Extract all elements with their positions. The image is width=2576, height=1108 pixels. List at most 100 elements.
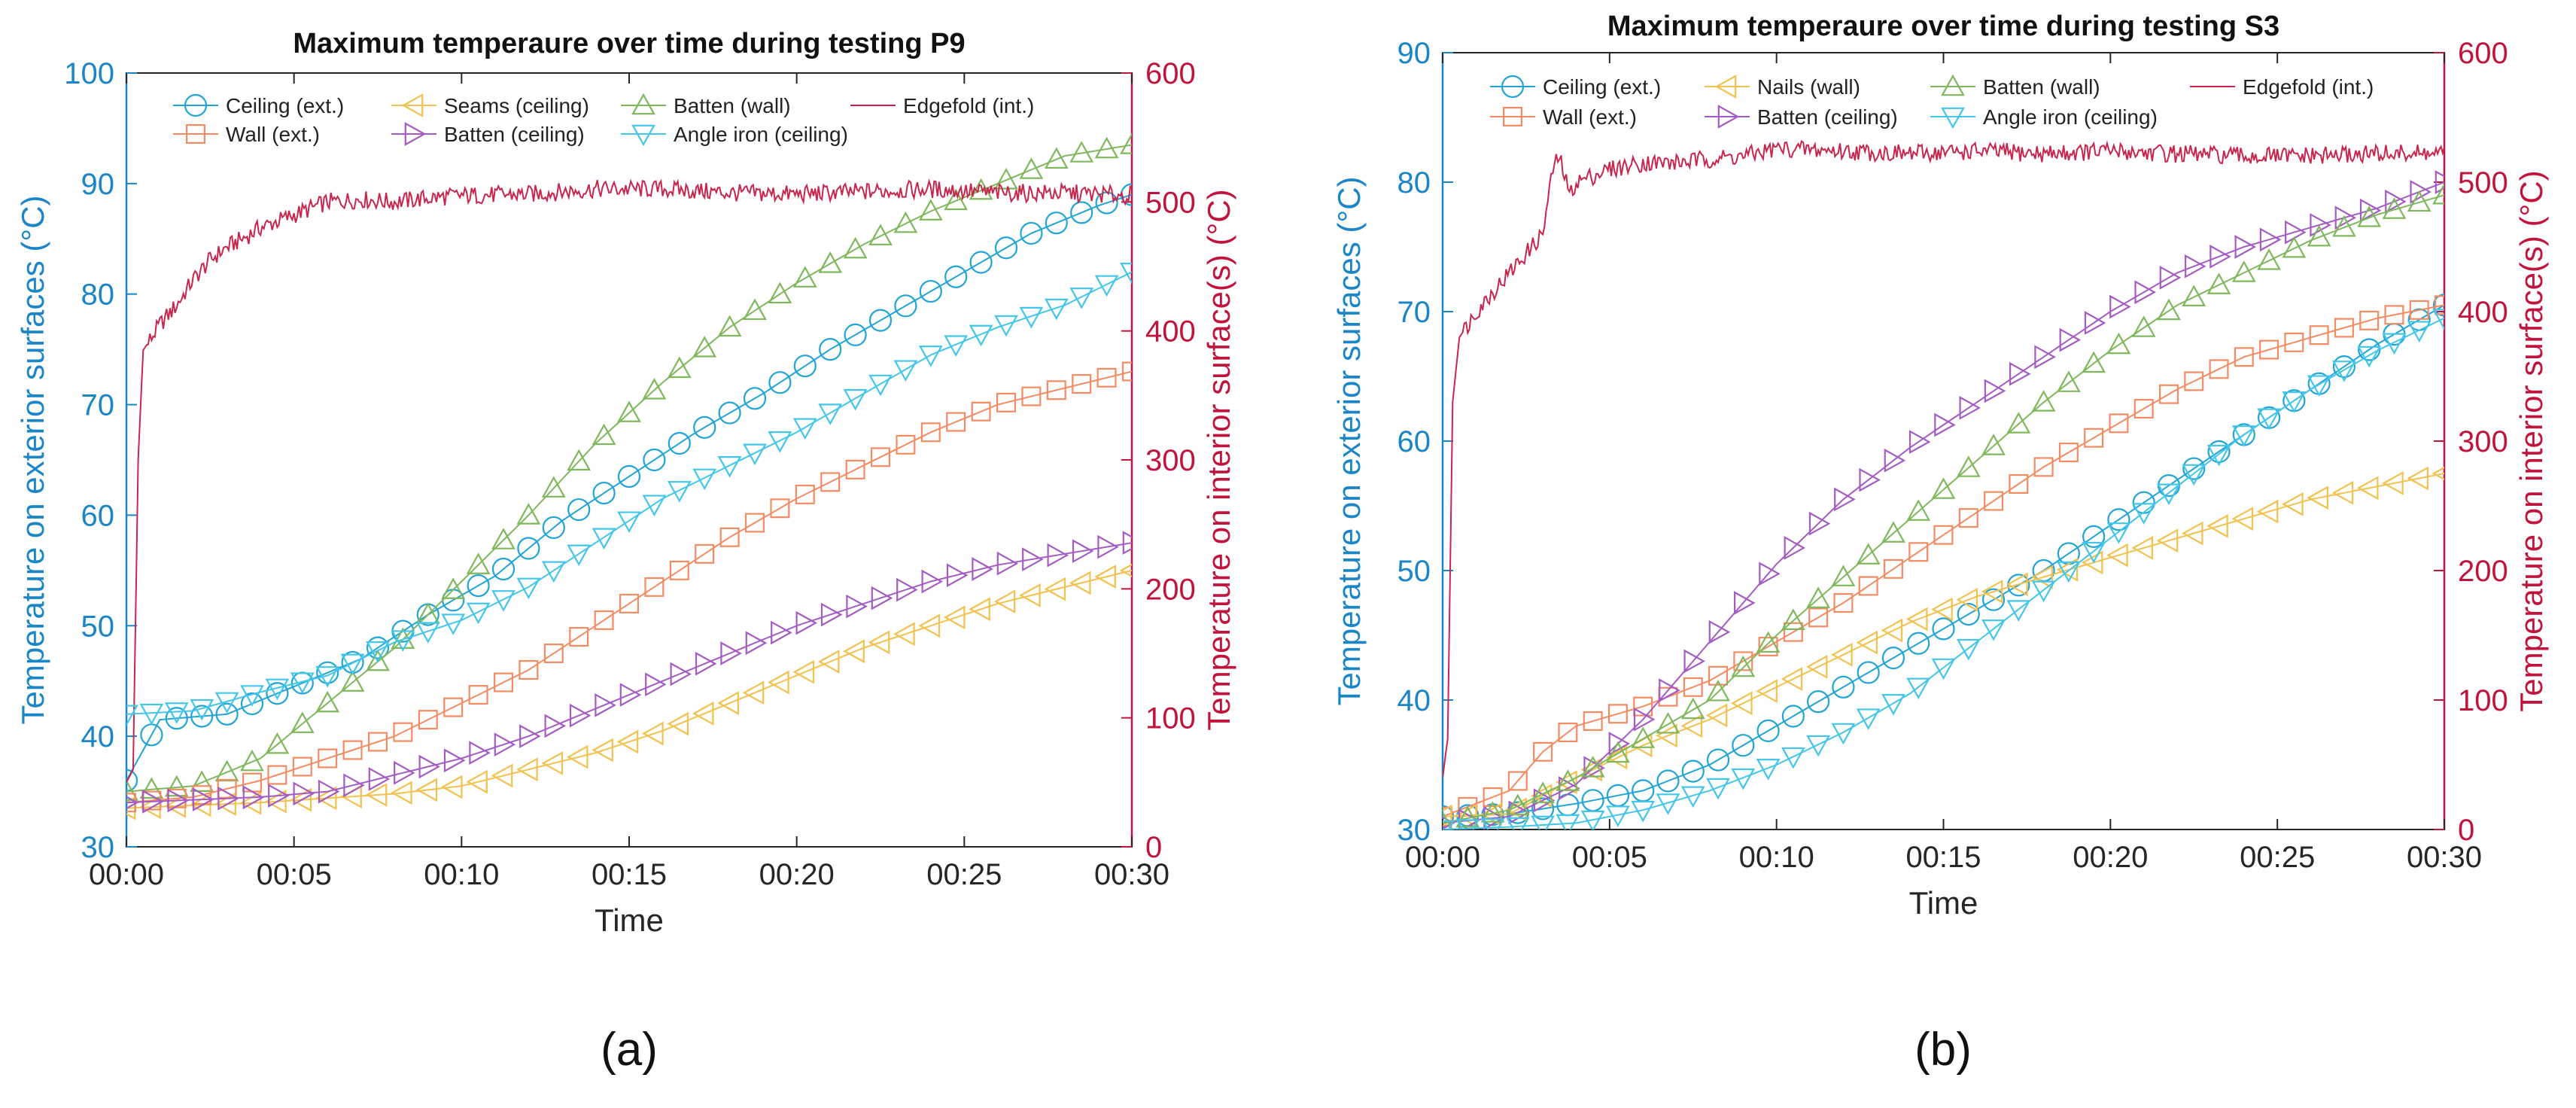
series-edgefold-int xyxy=(1443,139,2444,778)
data-point xyxy=(1443,816,1455,829)
data-point xyxy=(2106,522,2131,544)
data-point xyxy=(1881,693,1905,716)
data-point xyxy=(516,757,538,782)
data-point xyxy=(944,335,969,357)
left-y-axis-label: Temperature on exterior surfaces (°C) xyxy=(1331,176,1367,705)
data-point xyxy=(190,699,214,721)
data-point xyxy=(468,685,488,705)
data-point xyxy=(643,448,666,472)
data-point xyxy=(1505,793,1530,816)
data-point xyxy=(343,773,365,798)
legend-entry: Wall (ext.) xyxy=(173,123,320,146)
data-point xyxy=(1781,608,1805,630)
data-point xyxy=(126,796,139,810)
data-point xyxy=(846,594,868,619)
legend-label: Batten (wall) xyxy=(1983,75,2100,99)
data-point xyxy=(770,498,790,519)
data-point xyxy=(994,315,1018,337)
data-point xyxy=(1580,756,1605,778)
data-point xyxy=(1959,396,1981,420)
legend-entry: Edgefold (int.) xyxy=(2190,75,2374,99)
data-point xyxy=(2257,248,2281,270)
data-point xyxy=(868,374,893,397)
data-point xyxy=(667,481,692,503)
data-point xyxy=(642,721,664,746)
data-point xyxy=(491,763,513,788)
data-point xyxy=(443,697,464,717)
data-point xyxy=(2207,440,2231,464)
x-tick-label: 00:30 xyxy=(2407,841,2482,874)
data-point xyxy=(365,783,388,807)
data-point xyxy=(2182,457,2206,480)
data-point xyxy=(1606,741,1630,763)
data-point xyxy=(2056,558,2079,582)
data-point xyxy=(2058,443,2079,463)
data-point xyxy=(1455,819,1480,829)
data-point xyxy=(843,236,868,259)
data-point xyxy=(2009,361,2031,386)
data-point xyxy=(1680,786,1705,808)
data-point xyxy=(742,680,765,705)
legend-label: Batten (wall) xyxy=(674,94,791,117)
data-point xyxy=(315,786,337,811)
data-point xyxy=(469,741,491,766)
data-point xyxy=(1069,288,1094,309)
data-point xyxy=(619,593,639,613)
data-point xyxy=(1831,565,1856,586)
data-point xyxy=(644,577,665,597)
data-point xyxy=(669,560,689,580)
data-point xyxy=(768,282,792,304)
x-tick-label: 00:20 xyxy=(759,858,835,891)
data-point xyxy=(1094,565,1116,589)
right-y-tick-label: 300 xyxy=(1145,444,1196,477)
data-point xyxy=(2131,536,2153,560)
legend-entry: Seams (ceiling) xyxy=(391,93,589,117)
data-point xyxy=(290,711,315,733)
data-point xyxy=(616,729,639,754)
data-point xyxy=(1756,679,1778,704)
data-point xyxy=(844,323,867,346)
data-point xyxy=(1120,263,1132,285)
panel-label: (a) xyxy=(601,1024,658,1076)
right-y-tick-label: 300 xyxy=(2458,425,2508,458)
data-point xyxy=(743,298,767,321)
data-point xyxy=(944,188,969,211)
right-y-tick-label: 100 xyxy=(1145,702,1196,735)
x-tick-label: 00:25 xyxy=(926,858,1002,891)
data-point xyxy=(2359,198,2382,223)
legend-label: Ceiling (ext.) xyxy=(1543,75,1661,99)
data-point xyxy=(2057,370,2081,392)
data-point xyxy=(1831,642,1853,667)
data-point xyxy=(368,732,388,752)
data-point xyxy=(1070,201,1093,224)
data-point xyxy=(1443,811,1453,829)
data-point xyxy=(820,602,843,627)
legend-entry: Batten (wall) xyxy=(621,93,791,117)
data-point xyxy=(918,199,943,221)
series-angle-iron-ceiling xyxy=(126,263,1132,727)
right-y-tick-label: 600 xyxy=(1145,57,1196,90)
data-point xyxy=(1805,655,1828,679)
data-point xyxy=(1531,797,1555,820)
data-point xyxy=(896,434,916,455)
data-point xyxy=(2109,413,2129,434)
data-point xyxy=(2284,332,2304,352)
data-point xyxy=(843,639,865,664)
data-point xyxy=(2006,572,2028,597)
data-point xyxy=(1905,607,1928,632)
data-point xyxy=(493,672,513,692)
data-point xyxy=(1021,386,1042,406)
legend-marker xyxy=(186,124,206,145)
data-point xyxy=(918,345,943,367)
data-point xyxy=(969,324,993,347)
left-y-tick-label: 60 xyxy=(81,499,115,532)
data-point xyxy=(569,626,589,647)
legend-entry: Edgefold (int.) xyxy=(850,94,1034,117)
data-point xyxy=(1833,592,1854,613)
legend-label: Wall (ext.) xyxy=(1543,105,1637,129)
data-point xyxy=(2234,235,2257,259)
data-point xyxy=(1734,591,1756,615)
data-point xyxy=(1784,536,1806,560)
data-point xyxy=(494,732,516,757)
data-point xyxy=(516,503,541,525)
